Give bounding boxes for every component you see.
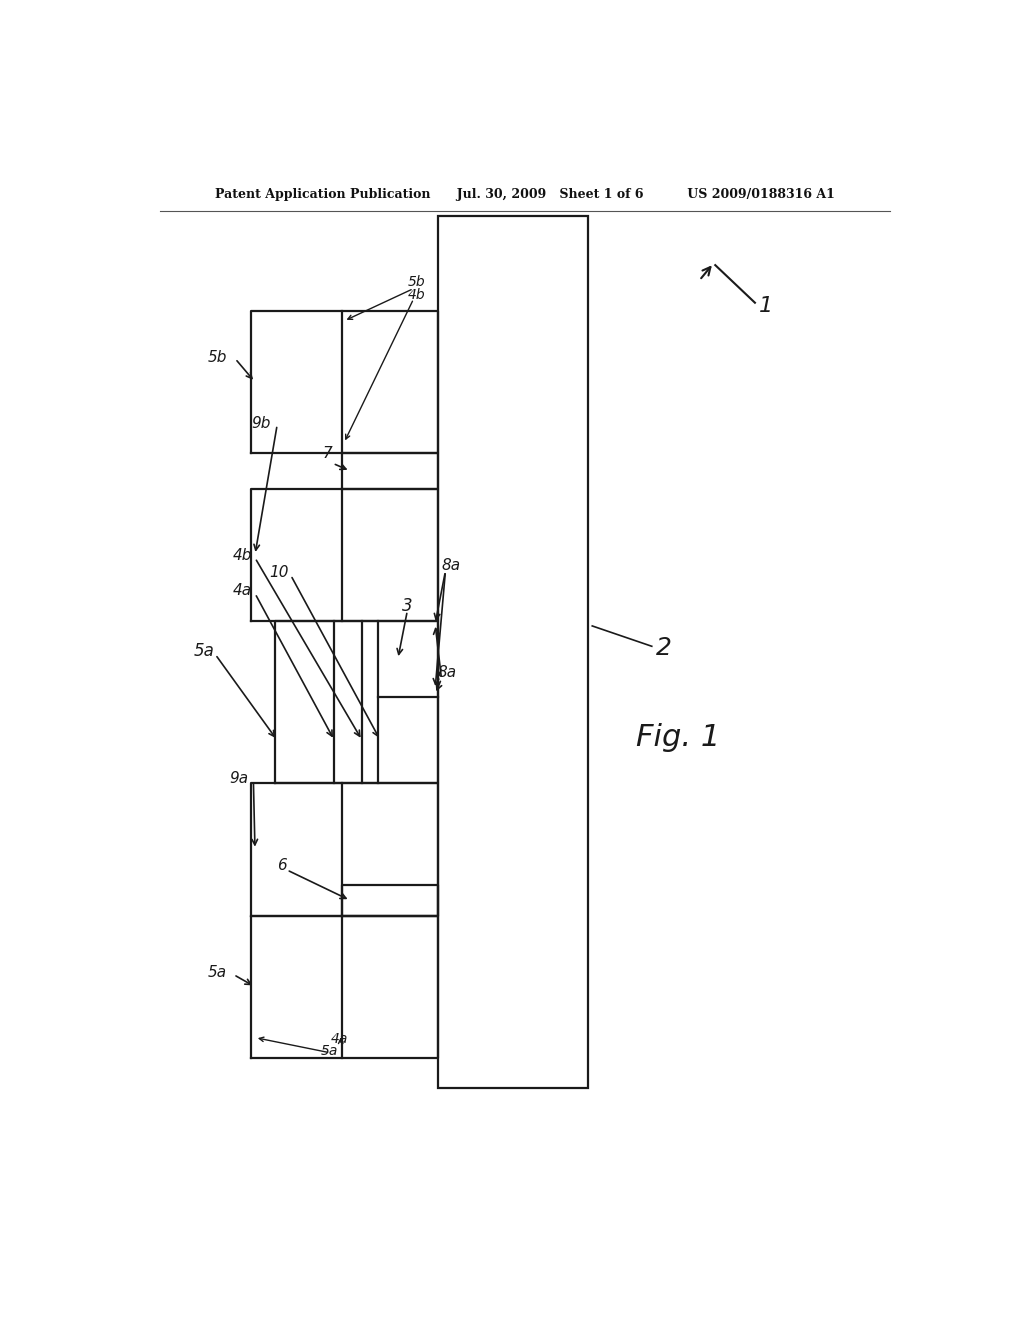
Text: 9b: 9b (251, 416, 270, 430)
Text: 10: 10 (269, 565, 289, 581)
Bar (437, 216, 588, 1089)
Text: 4b: 4b (232, 548, 252, 562)
Text: 7: 7 (323, 446, 332, 461)
Text: 5b: 5b (408, 276, 425, 289)
Text: Patent Application Publication      Jul. 30, 2009   Sheet 1 of 6          US 200: Patent Application Publication Jul. 30, … (215, 189, 835, 202)
Text: 5b: 5b (207, 350, 226, 364)
Text: 5a: 5a (194, 643, 215, 660)
Text: 4a: 4a (331, 1032, 348, 1045)
Text: 2: 2 (655, 636, 672, 660)
Text: 8a: 8a (437, 665, 457, 680)
Text: 8a: 8a (441, 558, 461, 573)
Text: 4a: 4a (232, 583, 252, 598)
Text: 5a: 5a (207, 965, 226, 979)
Text: Fig. 1: Fig. 1 (636, 723, 720, 752)
Text: 3: 3 (401, 597, 413, 615)
Text: 4b: 4b (408, 288, 425, 302)
Text: 6: 6 (278, 858, 287, 873)
Text: 5a: 5a (321, 1044, 338, 1057)
Text: 1: 1 (759, 296, 773, 315)
Text: 9a: 9a (229, 771, 249, 787)
